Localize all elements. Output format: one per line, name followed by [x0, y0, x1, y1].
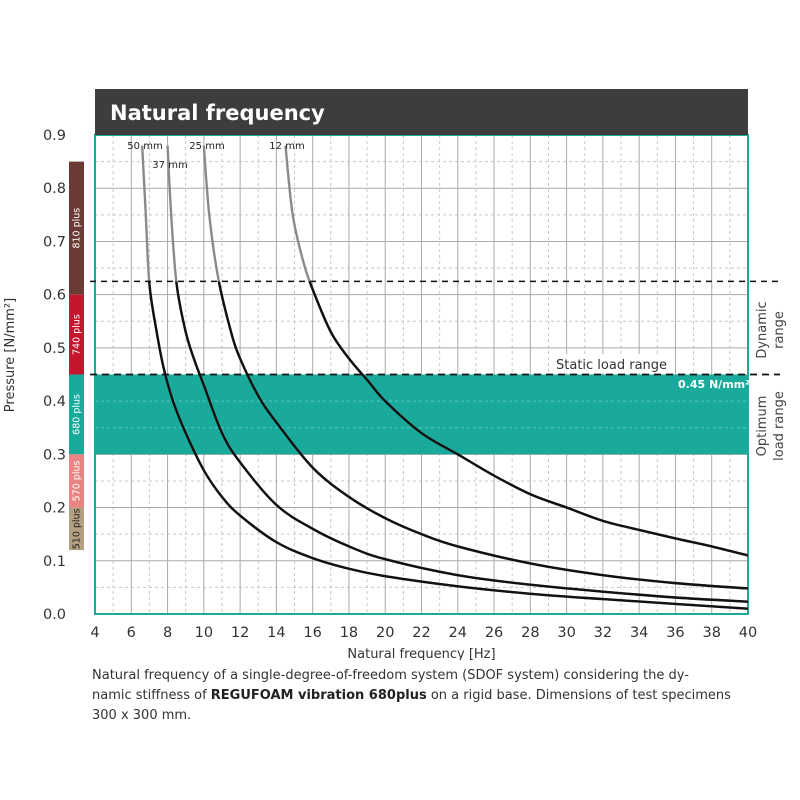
- x-tick-label: 24: [449, 625, 467, 641]
- material-band: [69, 507, 84, 551]
- dynamic-range-label: range: [772, 311, 787, 349]
- material-band: [69, 294, 84, 375]
- curve-12mm: [308, 281, 748, 557]
- y-tick-label: 0.7: [43, 234, 66, 250]
- material-band-label: 680 plus: [72, 394, 83, 435]
- material-band: [69, 161, 84, 295]
- curve-label-12mm: 12 mm: [269, 141, 304, 152]
- x-tick-label: 12: [231, 625, 249, 641]
- optimum-range-label: load range: [772, 391, 787, 461]
- curve-label-50mm: 50 mm: [127, 141, 162, 152]
- caption-prefix: namic stiffness of: [92, 688, 211, 703]
- caption-line-3: 300 x 300 mm.: [92, 708, 192, 723]
- caption-suffix: on a rigid base. Dimensions of test spec…: [426, 688, 731, 703]
- static-label-bg: [550, 354, 668, 373]
- x-tick-label: 32: [594, 625, 612, 641]
- curves: [90, 145, 780, 610]
- curve-50mm: [147, 281, 748, 610]
- y-tick-label: 0.4: [43, 394, 66, 410]
- y-tick-label: 0.5: [43, 341, 66, 357]
- material-band-label: 740 plus: [72, 314, 83, 355]
- x-tick-label: 18: [340, 625, 358, 641]
- material-band-label: 810 plus: [72, 208, 83, 249]
- x-tick-label: 30: [557, 625, 575, 641]
- x-tick-label: 28: [521, 625, 539, 641]
- caption-line-2: namic stiffness of REGUFOAM vibration 68…: [92, 686, 732, 706]
- curve-tail-12mm: [284, 145, 749, 557]
- x-tick-label: 14: [267, 625, 285, 641]
- figure-caption: Natural frequency of a single-degree-of-…: [92, 666, 732, 726]
- y-tick-label: 0.3: [43, 447, 66, 463]
- x-axis-label: Natural frequency [Hz]: [347, 647, 495, 660]
- x-tick-label: 6: [127, 625, 136, 641]
- caption-line-1: Natural frequency of a single-degree-of-…: [92, 668, 689, 683]
- caption-product: REGUFOAM vibration 680plus: [210, 688, 427, 703]
- curve-37mm: [175, 281, 748, 603]
- title-background: [95, 89, 748, 135]
- static-load-label: Static load range: [556, 358, 667, 373]
- dynamic-range-label: Dynamic: [755, 301, 770, 358]
- y-tick-label: 0.0: [43, 607, 66, 623]
- optimum-range-label: Optimum: [755, 396, 770, 457]
- x-tick-label: 16: [303, 625, 321, 641]
- x-tick-label: 8: [163, 625, 172, 641]
- x-tick-label: 4: [90, 625, 99, 641]
- y-axis-label: Pressure [N/mm²]: [3, 298, 18, 412]
- x-tick-label: 40: [739, 625, 757, 641]
- x-tick-label: 20: [376, 625, 394, 641]
- y-tick-label: 0.2: [43, 501, 66, 517]
- curve-label-25mm: 25 mm: [189, 141, 224, 152]
- chart-title: Natural frequency: [110, 101, 325, 125]
- curve-25mm: [217, 281, 748, 590]
- material-band-label: 510 plus: [72, 508, 83, 549]
- natural-frequency-chart: Natural frequency 4 6 8 10 12 14 16 18 20 22 24 26 2…: [3, 89, 787, 660]
- x-tick-label: 22: [412, 625, 430, 641]
- x-tick-label: 10: [195, 625, 213, 641]
- y-tick-label: 0.1: [43, 554, 66, 570]
- value-badge-label: 0.45 N/mm²: [678, 378, 750, 391]
- y-tick-label: 0.8: [43, 181, 66, 197]
- title-bar: Natural frequency: [95, 89, 748, 135]
- x-tick-label: 36: [666, 625, 684, 641]
- material-band-label: 570 plus: [72, 460, 83, 501]
- y-tick-label: 0.9: [43, 128, 66, 144]
- load-ranges: [95, 374, 748, 455]
- material-band: [69, 374, 84, 455]
- y-tick-label: 0.6: [43, 288, 66, 304]
- x-tick-label: 34: [630, 625, 648, 641]
- labels: 4 6 8 10 12 14 16 18 20 22 24 26 28 30 32 34 36 38 40 0.0 0.…: [3, 128, 787, 660]
- material-band: [69, 454, 84, 508]
- x-tick-label: 26: [485, 625, 503, 641]
- curve-label-37mm: 37 mm: [152, 160, 187, 171]
- x-tick-label: 38: [702, 625, 720, 641]
- optimum-load-band: [95, 374, 748, 455]
- value-badge-bg: [675, 377, 747, 391]
